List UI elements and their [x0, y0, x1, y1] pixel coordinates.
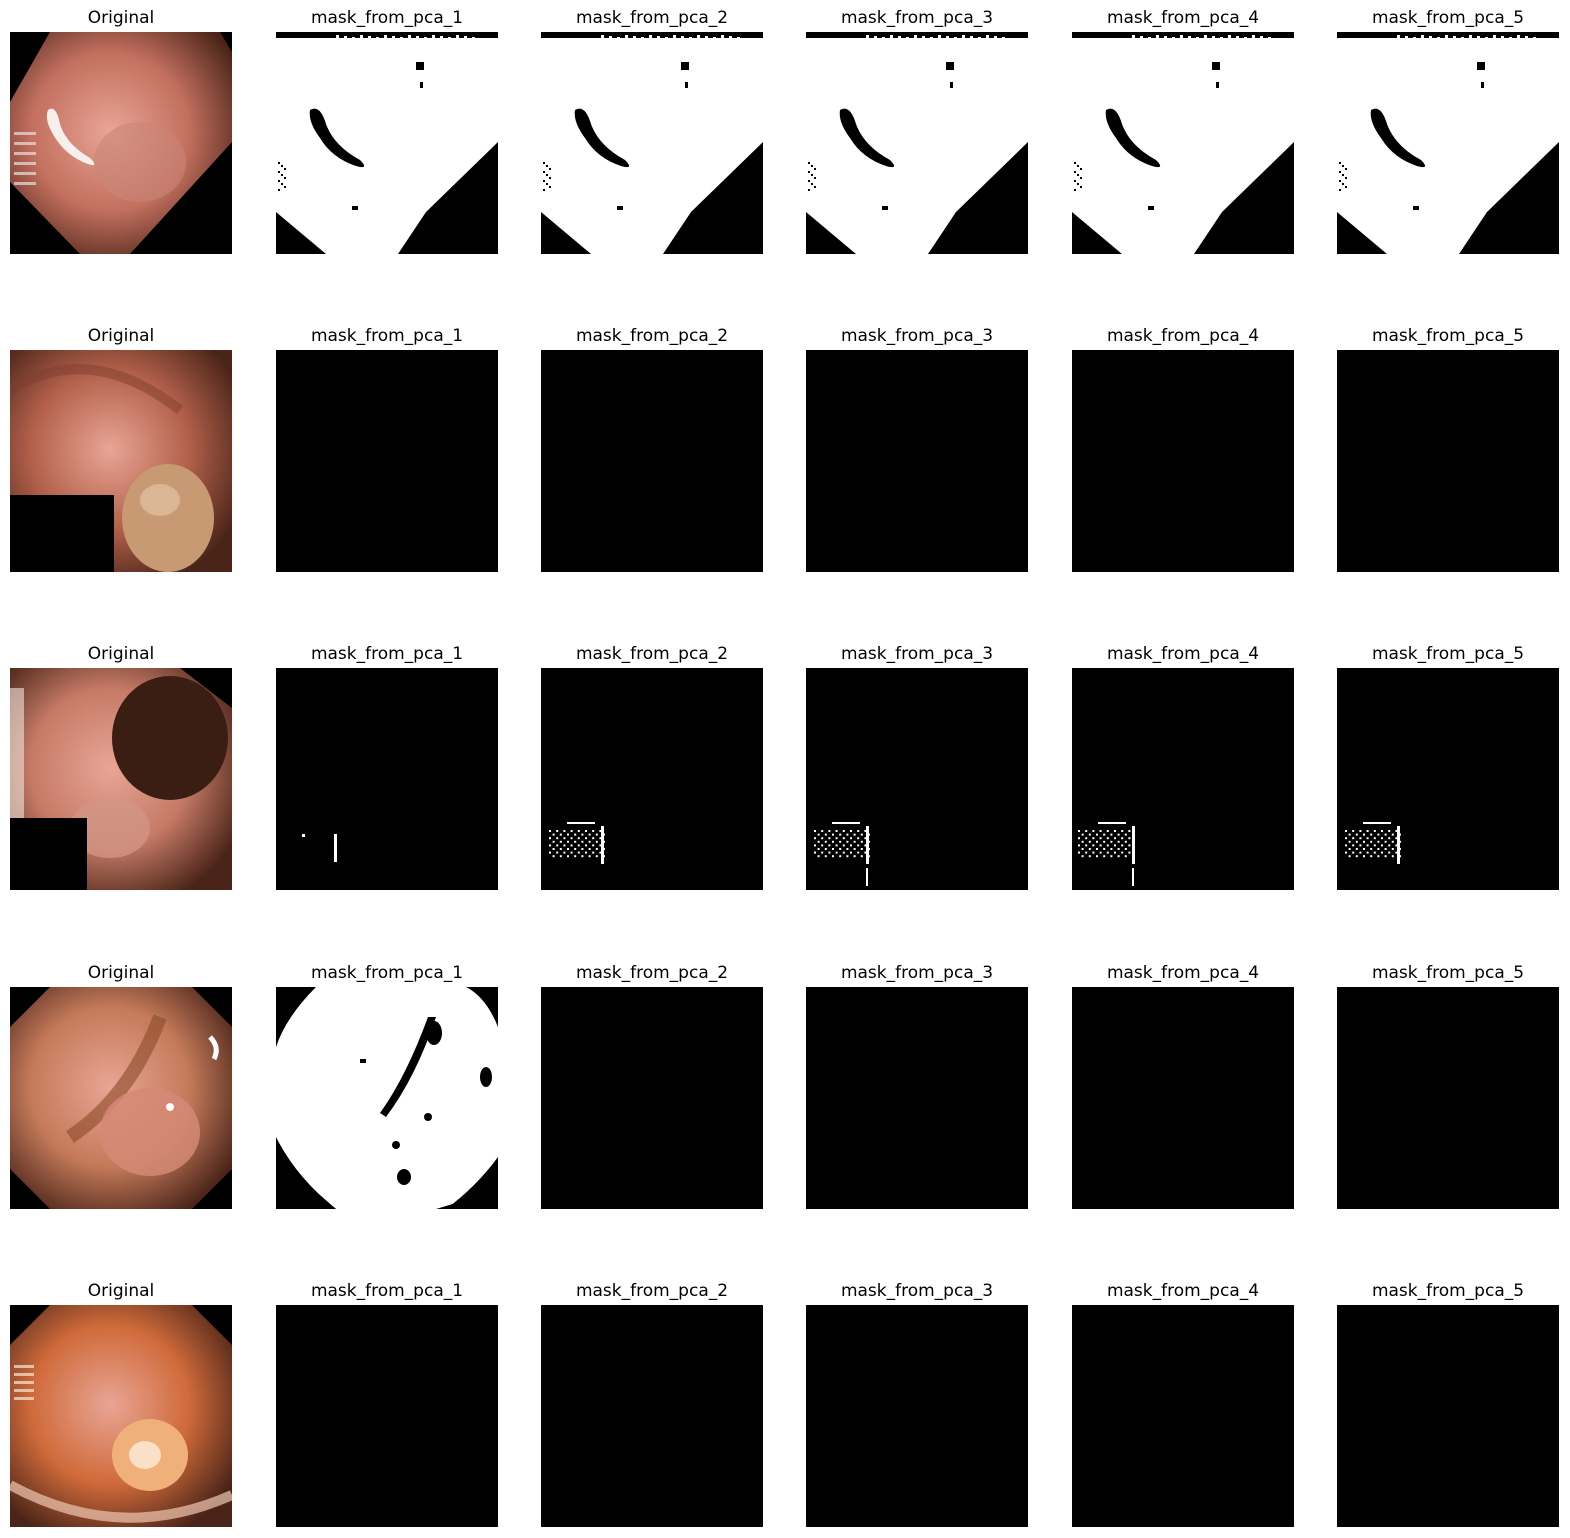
- mask-image: [276, 1305, 498, 1527]
- panel-title: Original: [87, 1281, 155, 1301]
- original-image: [10, 1305, 232, 1527]
- mask-image: [1072, 987, 1294, 1209]
- mask-image: [1072, 32, 1294, 254]
- panel-title: mask_from_pca_4: [1106, 963, 1260, 983]
- panel-title: Original: [87, 326, 155, 346]
- panel-title: mask_from_pca_3: [840, 644, 994, 664]
- panel-title: mask_from_pca_2: [575, 644, 729, 664]
- panel-title: mask_from_pca_4: [1106, 326, 1260, 346]
- panel-title: mask_from_pca_1: [310, 963, 464, 983]
- mask-image: [541, 668, 763, 890]
- mask-image: [1337, 32, 1559, 254]
- mask-image: [806, 350, 1028, 572]
- panel-title: mask_from_pca_2: [575, 1281, 729, 1301]
- mask-image: [806, 32, 1028, 254]
- mask-image: [1337, 668, 1559, 890]
- mask-image: [1072, 668, 1294, 890]
- mask-image: [1072, 1305, 1294, 1527]
- panel-title: mask_from_pca_1: [310, 1281, 464, 1301]
- panel-title: mask_from_pca_5: [1371, 963, 1525, 983]
- mask-image: [806, 1305, 1028, 1527]
- mask-image: [806, 987, 1028, 1209]
- mask-image: [541, 350, 763, 572]
- panel-title: Original: [87, 8, 155, 28]
- panel-title: mask_from_pca_1: [310, 8, 464, 28]
- mask-image: [276, 987, 498, 1209]
- panel-title: mask_from_pca_3: [840, 1281, 994, 1301]
- mask-image: [541, 1305, 763, 1527]
- mask-image: [541, 987, 763, 1209]
- original-image: [10, 987, 232, 1209]
- panel-title: mask_from_pca_5: [1371, 326, 1525, 346]
- mask-image: [1337, 987, 1559, 1209]
- mask-image: [276, 350, 498, 572]
- panel-title: mask_from_pca_1: [310, 326, 464, 346]
- panel-title: mask_from_pca_3: [840, 963, 994, 983]
- panel-title: mask_from_pca_5: [1371, 8, 1525, 28]
- mask-image: [1072, 350, 1294, 572]
- panel-title: mask_from_pca_1: [310, 644, 464, 664]
- original-image: [10, 350, 232, 572]
- panel-title: Original: [87, 963, 155, 983]
- panel-title: mask_from_pca_2: [575, 963, 729, 983]
- mask-image: [541, 32, 763, 254]
- mask-image: [1337, 350, 1559, 572]
- panel-title: mask_from_pca_5: [1371, 644, 1525, 664]
- panel-title: mask_from_pca_4: [1106, 644, 1260, 664]
- mask-image: [276, 668, 498, 890]
- mask-image: [276, 32, 498, 254]
- original-image: [10, 32, 232, 254]
- panel-title: Original: [87, 644, 155, 664]
- panel-title: mask_from_pca_2: [575, 8, 729, 28]
- mask-image: [806, 668, 1028, 890]
- panel-title: mask_from_pca_2: [575, 326, 729, 346]
- panel-title: mask_from_pca_5: [1371, 1281, 1525, 1301]
- panel-title: mask_from_pca_4: [1106, 1281, 1260, 1301]
- original-image: [10, 668, 232, 890]
- panel-title: mask_from_pca_3: [840, 8, 994, 28]
- panel-title: mask_from_pca_4: [1106, 8, 1260, 28]
- panel-title: mask_from_pca_3: [840, 326, 994, 346]
- mask-image: [1337, 1305, 1559, 1527]
